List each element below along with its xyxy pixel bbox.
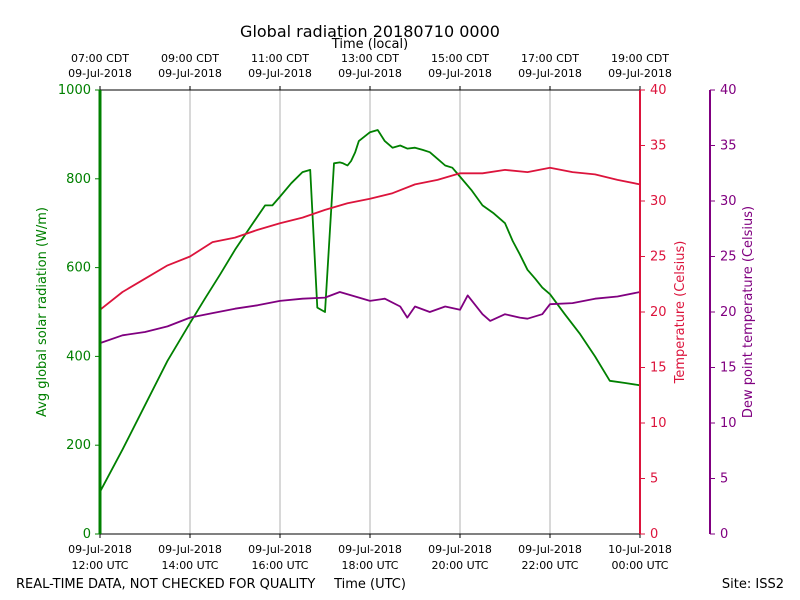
dewpoint-tick-label: 10 (720, 416, 737, 431)
temperature-tick-label: 0 (650, 527, 658, 542)
top-tick-label-date: 09-Jul-2018 (158, 67, 222, 80)
x-axis-label: Time (UTC) (333, 577, 406, 592)
site-label: Site: ISS2 (722, 577, 784, 592)
radiation-tick-label: 800 (66, 172, 91, 187)
top-tick-label-date: 09-Jul-2018 (608, 67, 672, 80)
x-tick-label-date: 09-Jul-2018 (518, 543, 582, 556)
dewpoint-tick-label: 5 (720, 472, 728, 487)
top-tick-label-time: 11:00 CDT (251, 52, 309, 65)
dewpoint-tick-label: 35 (720, 139, 737, 154)
top-tick-label-time: 07:00 CDT (71, 52, 129, 65)
x-tick-label-time: 22:00 UTC (521, 559, 578, 572)
top-tick-label-date: 09-Jul-2018 (338, 67, 402, 80)
temperature-tick-label: 15 (650, 361, 667, 376)
dewpoint-tick-label: 40 (720, 83, 737, 98)
temperature-tick-label: 10 (650, 416, 667, 431)
temperature-tick-label: 5 (650, 472, 658, 487)
x-tick-label-time: 18:00 UTC (341, 559, 398, 572)
chart-title: Global radiation 20180710 0000 (240, 22, 500, 41)
dewpoint-tick-label: 0 (720, 527, 728, 542)
series-lines (99, 129, 641, 493)
x-tick-label-time: 14:00 UTC (161, 559, 218, 572)
temperature-line (99, 166, 641, 311)
top-tick-label-time: 09:00 CDT (161, 52, 219, 65)
tick-marks-and-labels: 09-Jul-2018 12:00 UTC 09-Jul-2018 14:00 UTC… (58, 52, 737, 572)
temperature-tick-label: 30 (650, 194, 667, 209)
radiation-tick-label: 600 (66, 261, 91, 276)
top-tick-label-time: 15:00 CDT (431, 52, 489, 65)
radiation-tick-label: 0 (83, 527, 91, 542)
radiation-tick-label: 1000 (58, 83, 91, 98)
x-tick-label-date: 09-Jul-2018 (428, 543, 492, 556)
x-tick-label-date: 10-Jul-2018 (608, 543, 672, 556)
x-tick-label-date: 09-Jul-2018 (158, 543, 222, 556)
quality-notice: REAL-TIME DATA, NOT CHECKED FOR QUALITY (16, 577, 315, 592)
top-tick-label-time: 17:00 CDT (521, 52, 579, 65)
top-tick-label-date: 09-Jul-2018 (518, 67, 582, 80)
grid-lines (189, 90, 551, 534)
temperature-axis-label: Temperature (Celsius) (673, 241, 688, 385)
top-tick-label-date: 09-Jul-2018 (248, 67, 312, 80)
temperature-tick-label: 25 (650, 250, 667, 265)
radiation-tick-label: 200 (66, 438, 91, 453)
dewpoint-tick-label: 25 (720, 250, 737, 265)
x-tick-label-time: 20:00 UTC (431, 559, 488, 572)
temperature-tick-label: 40 (650, 83, 667, 98)
top-tick-label-time: 13:00 CDT (341, 52, 399, 65)
dewpoint-tick-label: 20 (720, 305, 737, 320)
dewpoint-line (99, 291, 641, 344)
dewpoint-tick-label: 30 (720, 194, 737, 209)
x-tick-label-time: 12:00 UTC (71, 559, 128, 572)
temperature-tick-label: 20 (650, 305, 667, 320)
top-axis-label: Time (local) (331, 37, 408, 52)
top-tick-label-date: 09-Jul-2018 (68, 67, 132, 80)
radiation-axis-label: Avg global solar radiation (W/m) (35, 207, 50, 417)
x-tick-label-time: 16:00 UTC (251, 559, 308, 572)
x-tick-label-time: 00:00 UTC (611, 559, 668, 572)
dewpoint-tick-label: 15 (720, 361, 737, 376)
radiation-tick-label: 400 (66, 349, 91, 364)
x-tick-label-date: 09-Jul-2018 (338, 543, 402, 556)
dewpoint-axis-label: Dew point temperature (Celsius) (741, 206, 756, 418)
top-tick-label-date: 09-Jul-2018 (428, 67, 492, 80)
x-tick-label-date: 09-Jul-2018 (248, 543, 312, 556)
x-tick-label-date: 09-Jul-2018 (68, 543, 132, 556)
radiation-line (99, 129, 641, 493)
temperature-tick-label: 35 (650, 139, 667, 154)
top-tick-label-time: 19:00 CDT (611, 52, 669, 65)
